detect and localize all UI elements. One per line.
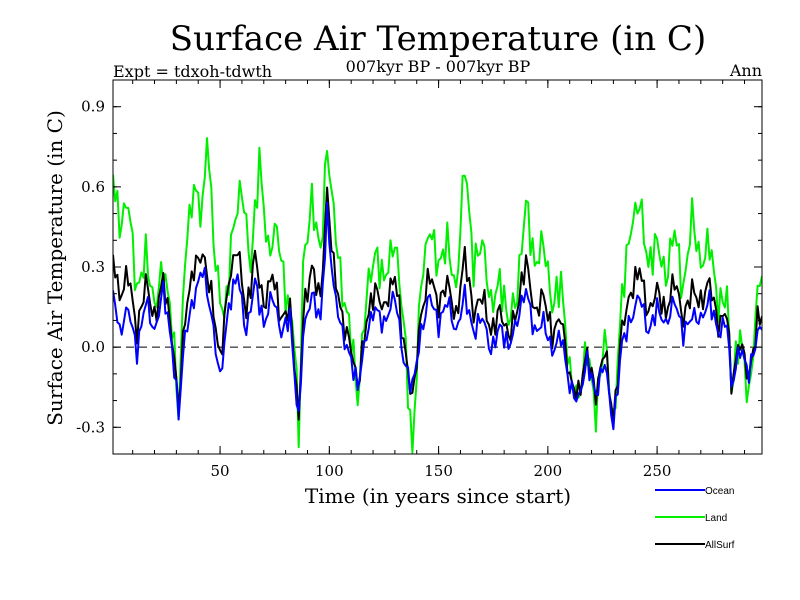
x-tick-label: 50 xyxy=(211,462,230,480)
y-axis-label: Surface Air Temperature (in C) xyxy=(43,110,67,426)
legend-label-ocean: Ocean xyxy=(705,486,734,497)
x-tick-label: 200 xyxy=(534,462,563,480)
y-tick-label: 0.3 xyxy=(81,258,105,276)
legend-label-land: Land xyxy=(705,513,727,524)
y-tick-label: 0.0 xyxy=(81,338,105,356)
legend-label-allsurf: AllSurf xyxy=(705,540,735,551)
plot-area xyxy=(113,137,762,454)
chart-title: Surface Air Temperature (in C) xyxy=(170,19,706,59)
x-axis-label: Time (in years since start) xyxy=(305,484,571,508)
experiment-label: Expt = tdxoh-tdwth xyxy=(113,62,272,81)
y-tick-label: 0.9 xyxy=(81,98,105,116)
y-tick-label: -0.3 xyxy=(76,418,105,436)
y-tick-label: 0.6 xyxy=(81,178,105,196)
x-tick-label: 250 xyxy=(643,462,672,480)
axes: -0.3 0.0 0.3 0.6 0.9 50 100 150 200 250 xyxy=(76,80,762,480)
x-tick-label: 150 xyxy=(424,462,453,480)
series-line-ocean xyxy=(113,201,762,431)
legend: Ocean Land AllSurf xyxy=(655,486,735,551)
series-line-allsurf xyxy=(113,186,762,423)
x-tick-label: 100 xyxy=(315,462,344,480)
period-label: Ann xyxy=(729,61,762,80)
series-line-land xyxy=(113,137,762,454)
chart-subtitle: 007kyr BP - 007kyr BP xyxy=(346,57,531,76)
